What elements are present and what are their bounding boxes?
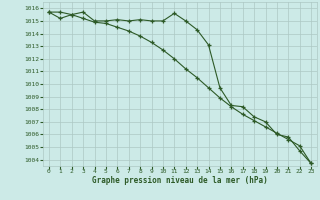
X-axis label: Graphe pression niveau de la mer (hPa): Graphe pression niveau de la mer (hPa) [92,176,268,185]
